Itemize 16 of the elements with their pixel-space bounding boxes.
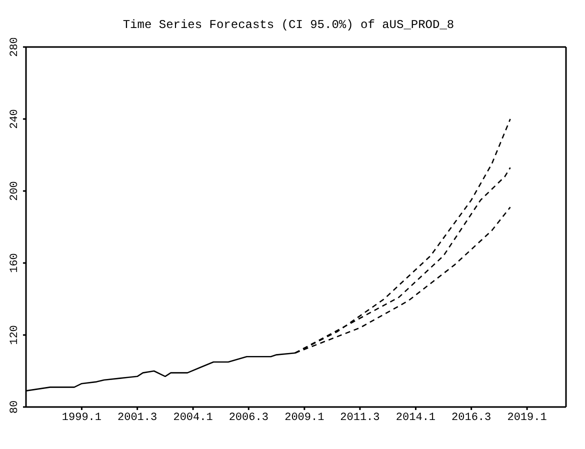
x-tick-label: 2004.1 [173,412,214,424]
chart-title: Time Series Forecasts (CI 95.0%) of aUS_PROD_8 [122,17,456,34]
x-tick-label: 2006.3 [228,412,268,424]
y-tick-label: 200 [9,181,21,201]
y-tick-label: 160 [9,253,21,273]
x-tick-label: 2001.3 [118,412,158,424]
x-tick-label: 2014.1 [396,412,436,424]
x-tick-label: 2019.1 [507,412,548,424]
y-tick-label: 80 [9,400,21,414]
y-tick-label: 240 [9,109,21,129]
x-tick-label: 2009.1 [284,412,325,424]
x-tick-label: 2016.3 [452,412,492,424]
y-tick-label: 280 [9,37,21,57]
y-tick-label: 120 [9,325,21,345]
x-tick-label: 2011.3 [340,412,380,424]
x-tick-label: 1999.1 [62,412,102,424]
